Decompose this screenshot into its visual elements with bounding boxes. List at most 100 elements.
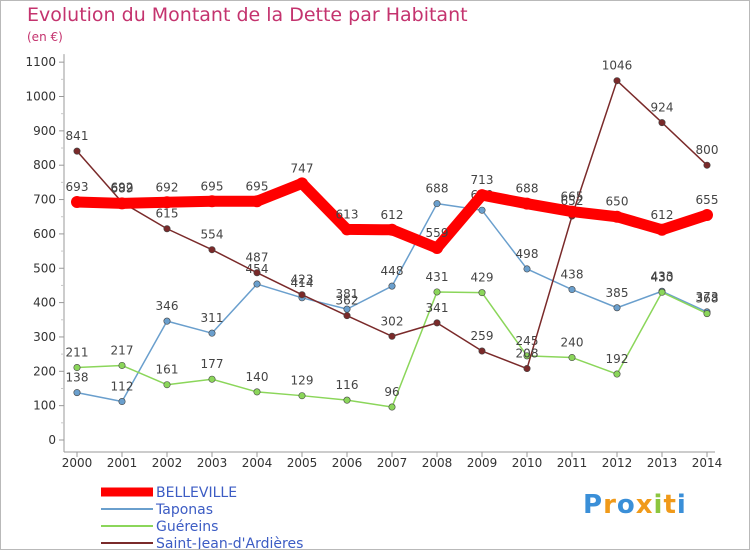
data-label: 368 xyxy=(696,292,719,306)
data-label: 438 xyxy=(561,268,584,282)
data-point xyxy=(386,223,398,236)
y-tick-label: 200 xyxy=(33,364,56,378)
data-point xyxy=(613,370,621,378)
data-label: 373 xyxy=(696,290,719,304)
data-point xyxy=(341,223,353,236)
data-label: 688 xyxy=(516,182,539,196)
x-tick-label: 2010 xyxy=(512,456,543,470)
data-point xyxy=(658,288,666,296)
x-tick-label: 2001 xyxy=(107,456,138,470)
data-point xyxy=(388,282,396,290)
data-point xyxy=(253,280,261,288)
data-label: 429 xyxy=(471,271,494,285)
data-point xyxy=(433,319,441,327)
data-point xyxy=(523,365,531,373)
x-tick-label: 2012 xyxy=(602,456,633,470)
data-point xyxy=(566,205,578,218)
data-point xyxy=(163,381,171,389)
data-point xyxy=(703,161,711,169)
data-label: 652 xyxy=(561,194,584,208)
chart-title: Evolution du Montant de la Dette par Hab… xyxy=(27,4,468,26)
data-point xyxy=(568,354,576,362)
data-label: 116 xyxy=(336,378,359,392)
data-point xyxy=(611,210,623,223)
data-label: 747 xyxy=(291,161,314,175)
data-label: 487 xyxy=(246,251,269,265)
data-label: 341 xyxy=(426,301,449,315)
data-point xyxy=(343,396,351,404)
data-label: 1046 xyxy=(602,59,633,73)
y-tick-label: 700 xyxy=(33,193,56,207)
data-point xyxy=(163,225,171,233)
data-point xyxy=(161,196,173,209)
y-tick-label: 800 xyxy=(33,158,56,172)
data-label: 688 xyxy=(426,182,449,196)
chart-subtitle: (en €) xyxy=(27,30,63,44)
logo-letter: i xyxy=(653,490,664,520)
x-tick-label: 2008 xyxy=(422,456,453,470)
data-label: 454 xyxy=(246,262,269,276)
data-point xyxy=(208,375,216,383)
data-label: 192 xyxy=(606,352,629,366)
legend-label: Saint-Jean-d'Ardières xyxy=(156,536,303,549)
data-point xyxy=(701,209,713,222)
data-label: 177 xyxy=(201,357,224,371)
data-label: 692 xyxy=(111,180,134,194)
data-point xyxy=(523,265,531,273)
data-label: 431 xyxy=(426,270,449,284)
data-label: 612 xyxy=(381,208,404,222)
data-point xyxy=(71,195,83,208)
data-point xyxy=(476,189,488,202)
data-point xyxy=(298,291,306,299)
data-label: 430 xyxy=(651,270,674,284)
data-label: 613 xyxy=(336,207,359,221)
data-point xyxy=(478,347,486,355)
data-label: 498 xyxy=(516,247,539,261)
data-point xyxy=(521,197,533,210)
x-tick-label: 2003 xyxy=(197,456,228,470)
y-tick-label: 500 xyxy=(33,261,56,275)
data-point xyxy=(118,398,126,406)
data-point xyxy=(433,288,441,296)
data-label: 554 xyxy=(201,228,224,242)
data-label: 665 xyxy=(561,190,584,204)
data-label: 695 xyxy=(201,179,224,193)
data-label: 559 xyxy=(426,226,449,240)
data-point xyxy=(478,289,486,297)
data-label: 208 xyxy=(516,347,539,361)
logo-letter: i xyxy=(676,490,687,520)
y-tick-label: 1100 xyxy=(25,55,56,69)
data-label: 381 xyxy=(336,287,359,301)
data-point xyxy=(658,119,666,127)
legend-label: Guéreins xyxy=(156,519,218,535)
logo-letter: x xyxy=(635,490,654,520)
x-tick-label: 2004 xyxy=(242,456,273,470)
data-point xyxy=(343,312,351,320)
x-tick-label: 2007 xyxy=(377,456,408,470)
data-label: 689 xyxy=(111,181,134,195)
data-point xyxy=(73,147,81,155)
logo-letter: P xyxy=(583,490,604,520)
data-point xyxy=(478,206,486,214)
data-point xyxy=(208,246,216,254)
y-tick-label: 100 xyxy=(33,399,56,413)
data-point xyxy=(163,317,171,325)
data-point xyxy=(613,304,621,312)
legend-label: BELLEVILLE xyxy=(156,485,237,501)
data-label: 692 xyxy=(156,180,179,194)
x-tick-label: 2013 xyxy=(647,456,678,470)
x-tick-label: 2000 xyxy=(62,456,93,470)
data-label: 311 xyxy=(201,311,224,325)
data-label: 615 xyxy=(156,207,179,221)
data-point xyxy=(253,269,261,277)
x-tick-label: 2005 xyxy=(287,456,318,470)
data-point xyxy=(388,403,396,411)
data-label: 211 xyxy=(66,346,89,360)
data-point xyxy=(73,364,81,372)
data-label: 346 xyxy=(156,299,179,313)
y-tick-label: 300 xyxy=(33,330,56,344)
x-tick-label: 2011 xyxy=(557,456,588,470)
data-label: 138 xyxy=(66,371,89,385)
data-label: 800 xyxy=(696,143,719,157)
legend-label: Taponas xyxy=(155,502,213,518)
